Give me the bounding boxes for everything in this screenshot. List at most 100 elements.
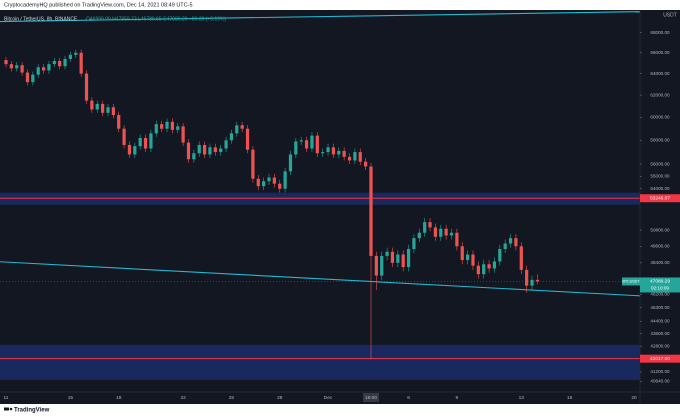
candle-body [337, 150, 341, 155]
candle-body [9, 64, 13, 69]
x-tick-label: 28 [277, 395, 283, 401]
candle-body [149, 133, 153, 149]
candle-body [487, 264, 491, 269]
candle-body [47, 64, 51, 71]
last-price-label: 47089.29 [650, 279, 670, 285]
candle-body [186, 142, 191, 160]
candle-body [347, 156, 352, 161]
y-tick-label: 46200.00 [650, 292, 670, 297]
x-tick-label: 6 [407, 395, 410, 401]
candle-body [482, 264, 486, 275]
candle-body [176, 126, 180, 130]
candle-body [353, 152, 357, 161]
candle-body [412, 238, 416, 250]
candle-body [428, 222, 432, 228]
symbol-tag: BTCUSDT [623, 279, 641, 283]
candle-body [165, 121, 169, 129]
y-tick-label: 68000.00 [650, 30, 670, 35]
candle-body [519, 246, 523, 270]
zone [0, 344, 640, 380]
header-bar [0, 0, 680, 10]
candle-body [111, 107, 115, 116]
x-tick-label: Dec [324, 395, 333, 401]
candle-body [294, 141, 298, 155]
candle-body [63, 58, 67, 67]
price-level-label: 53246.07 [650, 195, 670, 201]
x-tick-label: 19:00 [365, 395, 377, 401]
candle-body [267, 177, 271, 182]
x-tick-label: 9 [456, 395, 459, 401]
candle-body [380, 255, 384, 276]
candle-body [202, 144, 207, 155]
candle-body [245, 128, 250, 150]
candle-body [439, 228, 443, 237]
candle-body [79, 52, 83, 74]
candle-body [74, 52, 78, 55]
candle-body [471, 254, 475, 266]
candle-body [321, 152, 325, 154]
x-tick-label: 18 [116, 395, 122, 401]
candle-body [197, 144, 201, 154]
brand: TradingView [14, 408, 50, 414]
candle-body [331, 147, 336, 155]
candle-body [240, 125, 244, 129]
y-tick-label: 66000.00 [650, 50, 670, 55]
logo-dot [9, 407, 13, 411]
candle-body [417, 232, 421, 239]
x-tick-label: 15 [68, 395, 74, 401]
candle-body [4, 59, 8, 65]
price-level-box [640, 194, 680, 203]
candle-body [229, 133, 234, 141]
y-tick-label: 56000.00 [650, 161, 670, 166]
candle-body [58, 61, 62, 67]
price-level-label: 42017.00 [650, 356, 670, 362]
candle-body [68, 54, 73, 59]
candle-body [492, 261, 497, 269]
candle-body [299, 140, 303, 142]
candle-body [444, 228, 448, 236]
y-tick-label: 55000.00 [650, 173, 670, 178]
y-tick-label: 58000.00 [650, 138, 670, 143]
candle-body [514, 238, 518, 247]
currency-label: USDT [663, 12, 677, 18]
y-tick-label: 41200.00 [650, 369, 670, 374]
candle-body [423, 222, 427, 233]
candle-body [288, 154, 293, 172]
last-price-box [640, 277, 680, 293]
candle-body [455, 232, 459, 247]
crosshair-time-box [362, 393, 379, 402]
candle-body [503, 243, 507, 250]
candle-body [342, 150, 346, 157]
candle-body [530, 279, 534, 286]
candle-body [272, 177, 276, 184]
y-tick-label: 49600.00 [650, 243, 670, 248]
candle-body [508, 238, 513, 244]
candle-body [41, 67, 46, 71]
candle-body [160, 124, 164, 129]
candle-body [535, 279, 539, 282]
price-level-box [640, 354, 680, 363]
candle-body [101, 103, 105, 113]
candle-body [476, 265, 480, 275]
candle-body [181, 126, 185, 143]
y-tick-label: 40640.00 [650, 378, 670, 383]
candle-body [374, 255, 378, 276]
y-tick-label: 43600.00 [650, 331, 670, 336]
candle-body [36, 67, 40, 75]
candle-body [208, 147, 212, 155]
publisher-note: CryptocademyHQ published on TradingView.… [4, 2, 193, 8]
candle-body [433, 227, 438, 237]
candle-body [525, 269, 529, 286]
candle-body [52, 61, 56, 65]
candle-body [390, 251, 395, 263]
y-tick-label: 48400.00 [650, 260, 670, 265]
x-tick-label: 13 [519, 395, 525, 401]
candle-body [262, 181, 266, 187]
candle-body [122, 128, 126, 145]
y-tick-label: 62000.00 [650, 92, 670, 97]
candle-body [278, 183, 282, 189]
candle-body [326, 147, 330, 153]
candle-body [498, 249, 502, 262]
candle-body [449, 232, 454, 236]
candle-body [460, 246, 464, 261]
